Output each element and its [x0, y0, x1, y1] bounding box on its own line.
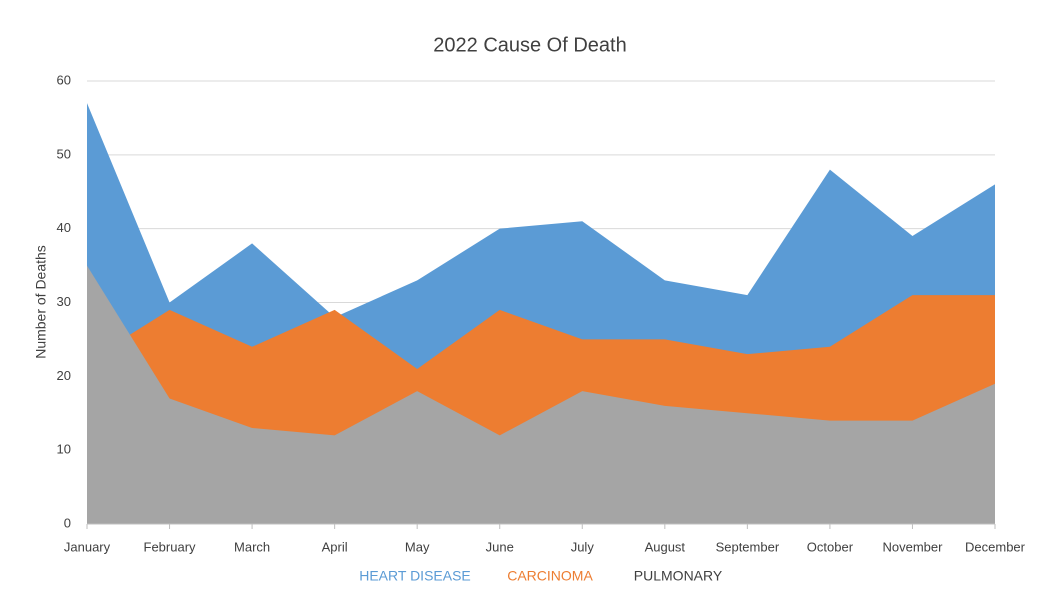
x-tick-label: September: [716, 539, 780, 554]
x-tick-label: March: [234, 539, 270, 554]
y-tick-label: 0: [64, 515, 71, 530]
legend-entry: HEART DISEASE: [359, 568, 471, 584]
x-tick-label: November: [882, 539, 943, 554]
y-tick-label: 30: [57, 294, 71, 309]
y-tick-label: 40: [57, 220, 71, 235]
chart-title: 2022 Cause Of Death: [433, 34, 626, 56]
area: [87, 265, 995, 524]
x-tick-label: May: [405, 539, 430, 554]
x-tick-label: July: [571, 539, 595, 554]
x-tick-label: February: [144, 539, 197, 554]
y-tick-label: 50: [57, 146, 71, 161]
y-tick-label: 20: [57, 368, 71, 383]
x-tick-label: June: [486, 539, 514, 554]
x-tick-label: January: [64, 539, 111, 554]
legend-entry: CARCINOMA: [507, 568, 593, 584]
y-axis-label: Number of Deaths: [33, 245, 49, 359]
x-tick-label: August: [645, 539, 686, 554]
x-tick-label: April: [322, 539, 348, 554]
y-tick-label: 60: [57, 72, 71, 87]
x-tick-label: October: [807, 539, 854, 554]
legend-entry: PULMONARY: [634, 568, 723, 584]
x-tick-label: December: [965, 539, 1026, 554]
y-tick-label: 10: [57, 442, 71, 457]
